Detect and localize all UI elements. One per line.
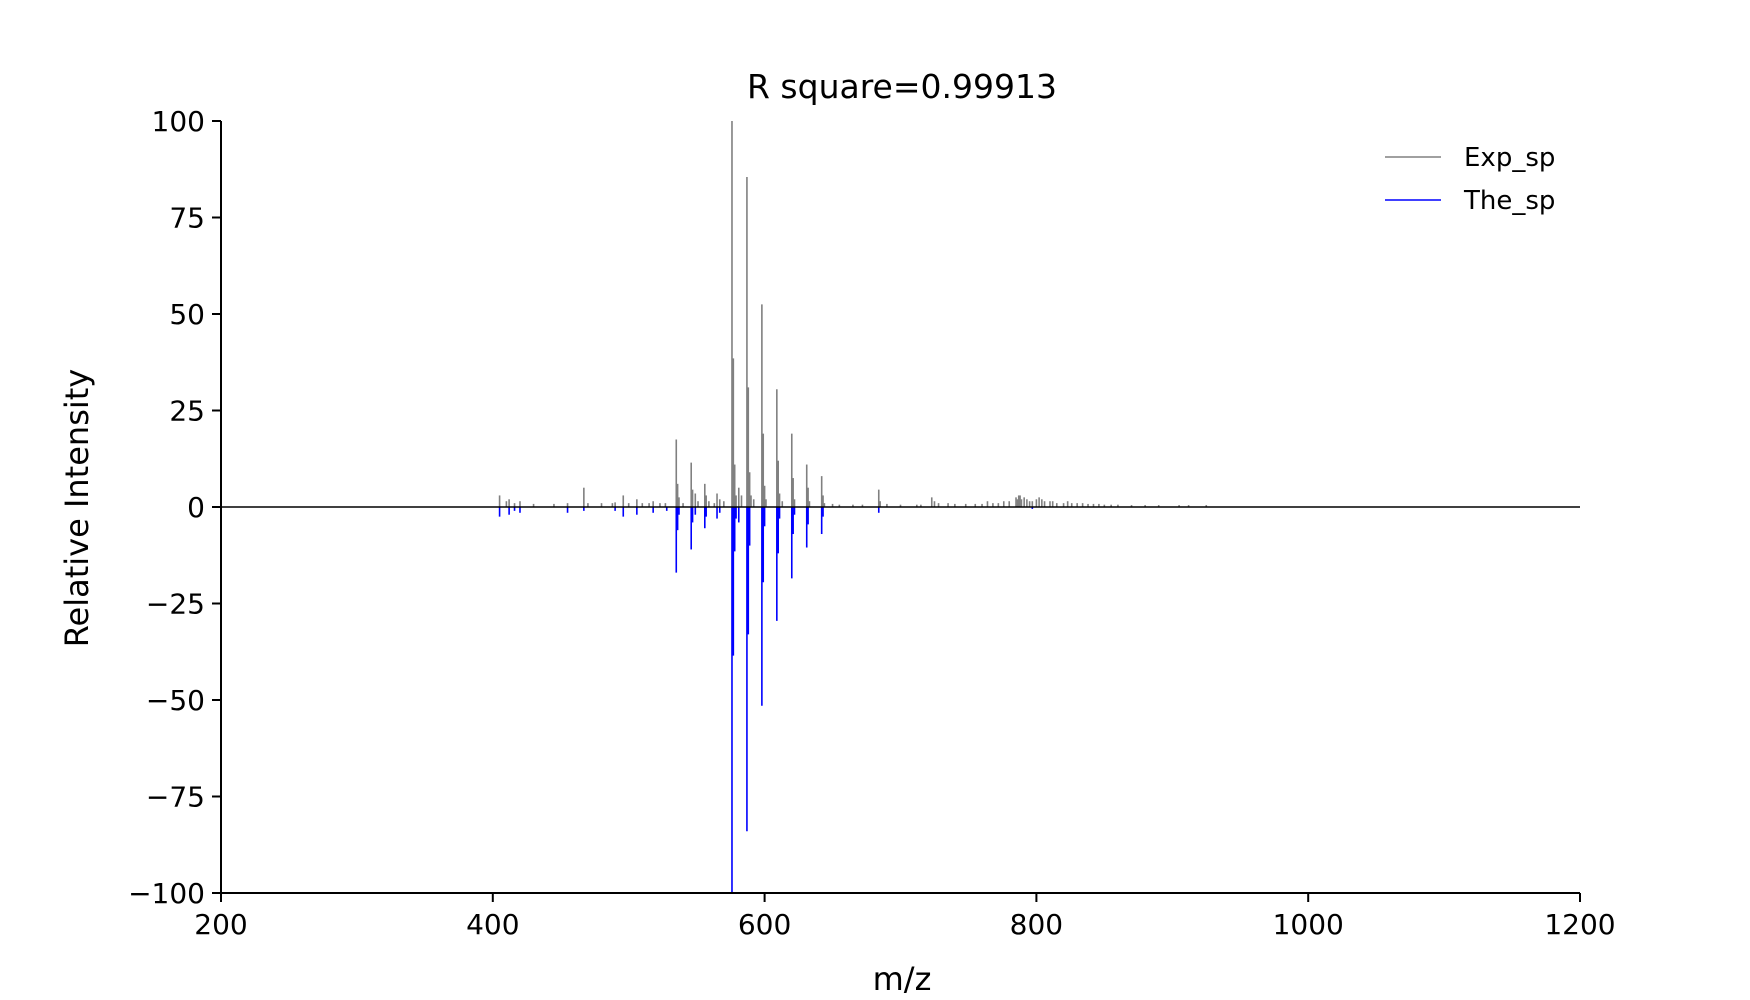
axes: 200 400 600 800 1000 1200 100 75 50 25 0 −25 −50 −75 −… [128, 105, 1616, 941]
x-tick-label: 1000 [1273, 908, 1344, 941]
y-tick-label: 100 [152, 105, 205, 138]
x-tick-label: 400 [466, 908, 519, 941]
x-tick-label: 800 [1010, 908, 1063, 941]
y-tick-label: 50 [169, 298, 205, 331]
x-tick-label: 600 [738, 908, 791, 941]
y-tick-label: −25 [146, 588, 205, 621]
x-tick-label: 200 [194, 908, 247, 941]
legend-label-0: Exp_sp [1464, 143, 1555, 173]
y-tick-label: −100 [128, 877, 205, 910]
chart-title: R square=0.99913 [747, 67, 1057, 106]
legend-label-1: The_sp [1463, 186, 1555, 216]
x-axis-label: m/z [873, 960, 932, 998]
y-tick-label: 75 [169, 202, 205, 235]
theo-peaks [498, 507, 1034, 893]
exp-peaks [498, 121, 1208, 507]
y-axis-label: Relative Intensity [58, 369, 96, 648]
y-tick-label: 0 [187, 491, 205, 524]
y-tick-label: −75 [146, 781, 205, 814]
legend: Exp_sp The_sp [1385, 143, 1555, 216]
x-tick-label: 1200 [1544, 908, 1615, 941]
y-tick-label: −50 [146, 684, 205, 717]
y-tick-label: 25 [169, 395, 205, 428]
